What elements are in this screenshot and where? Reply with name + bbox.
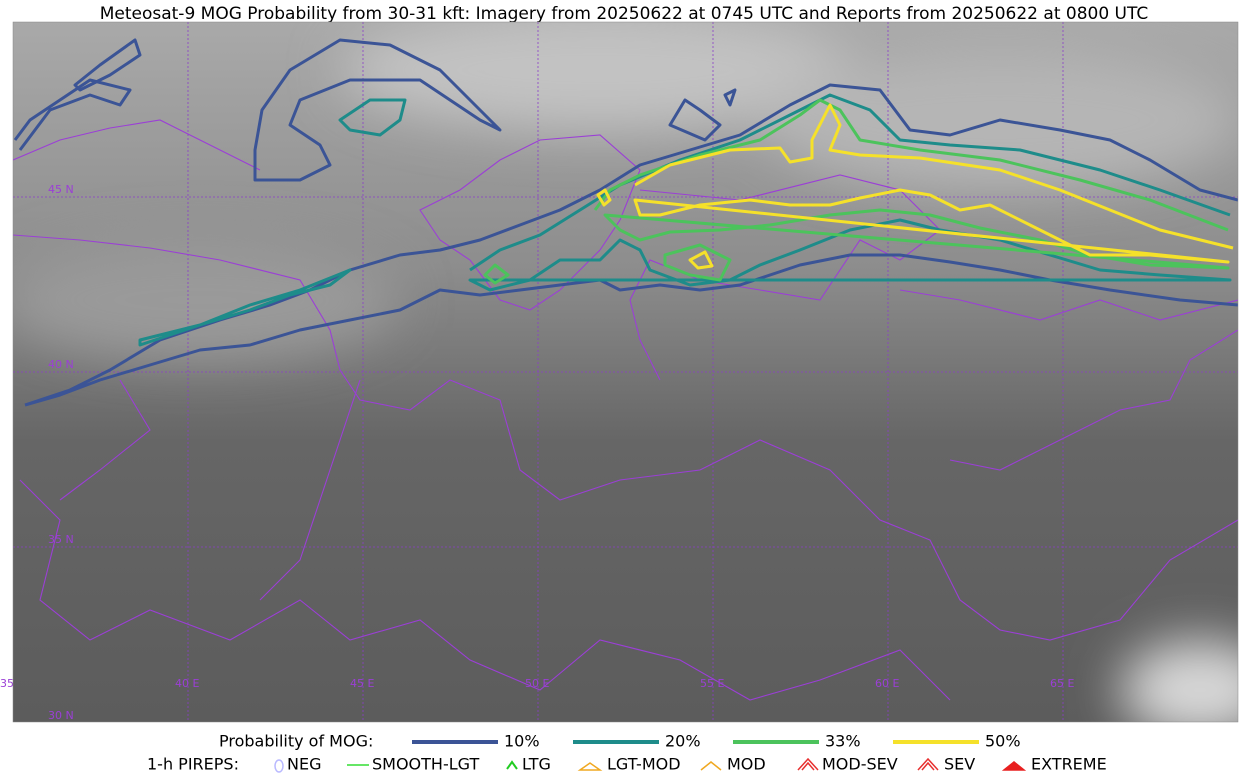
legend-label: SMOOTH-LGT: [372, 755, 479, 774]
legend-label: 33%: [825, 732, 861, 751]
legend-label: NEG: [287, 755, 321, 774]
map-frame: [12, 21, 1239, 723]
probability-legend: Probability of MOG: 10% 20% 33% 50%: [219, 732, 1021, 751]
probability-contours: [13, 38, 1238, 407]
legend-label: LGT-MOD: [607, 755, 681, 774]
title: Meteosat-9 MOG Probability from 30-31 kf…: [100, 4, 1149, 24]
legend-label: 10%: [504, 732, 540, 751]
lon-label: 35: [0, 677, 14, 690]
legend-title: 1-h PIREPS:: [147, 755, 239, 774]
pirep-symbols: [274, 757, 1027, 773]
lon-label: 55 E: [700, 677, 724, 690]
contour: [138, 268, 352, 347]
borders: [13, 119, 1238, 701]
legend-title: Probability of MOG:: [219, 732, 373, 751]
lat-label: 30 N: [48, 709, 74, 722]
legend-label: MOD: [727, 755, 766, 774]
contour: [253, 38, 502, 182]
legend-label: 20%: [665, 732, 701, 751]
lon-label: 60 E: [875, 677, 899, 690]
lon-label: 50 E: [525, 677, 549, 690]
map: 45 N 40 N 35 N 30 N 40 E 45 E 50 E 55 E …: [13, 22, 1238, 722]
legend-label: 50%: [985, 732, 1021, 751]
lat-label: 35 N: [48, 533, 74, 546]
pirep-legend: 1-h PIREPS: NEG SMOOTH-LGT LTG LGT-MOD M…: [147, 755, 1107, 774]
graticule: [13, 22, 1238, 722]
grid-labels: 45 N 40 N 35 N 30 N 40 E 45 E 50 E 55 E …: [48, 183, 1074, 722]
lat-label: 45 N: [48, 183, 74, 196]
legend-label: LTG: [522, 755, 551, 774]
legend-label: MOD-SEV: [822, 755, 898, 774]
contour: [73, 38, 142, 92]
contour: [13, 78, 132, 151]
contour: [338, 98, 407, 137]
contour: [596, 103, 1234, 270]
lon-label: 40 E: [175, 677, 199, 690]
lat-label: 40 N: [48, 358, 74, 371]
lon-label: 65 E: [1050, 677, 1074, 690]
lon-label: 45 E: [350, 677, 374, 690]
contour: [668, 88, 737, 142]
legend-label: SEV: [944, 755, 975, 774]
legend-label: EXTREME: [1031, 755, 1107, 774]
